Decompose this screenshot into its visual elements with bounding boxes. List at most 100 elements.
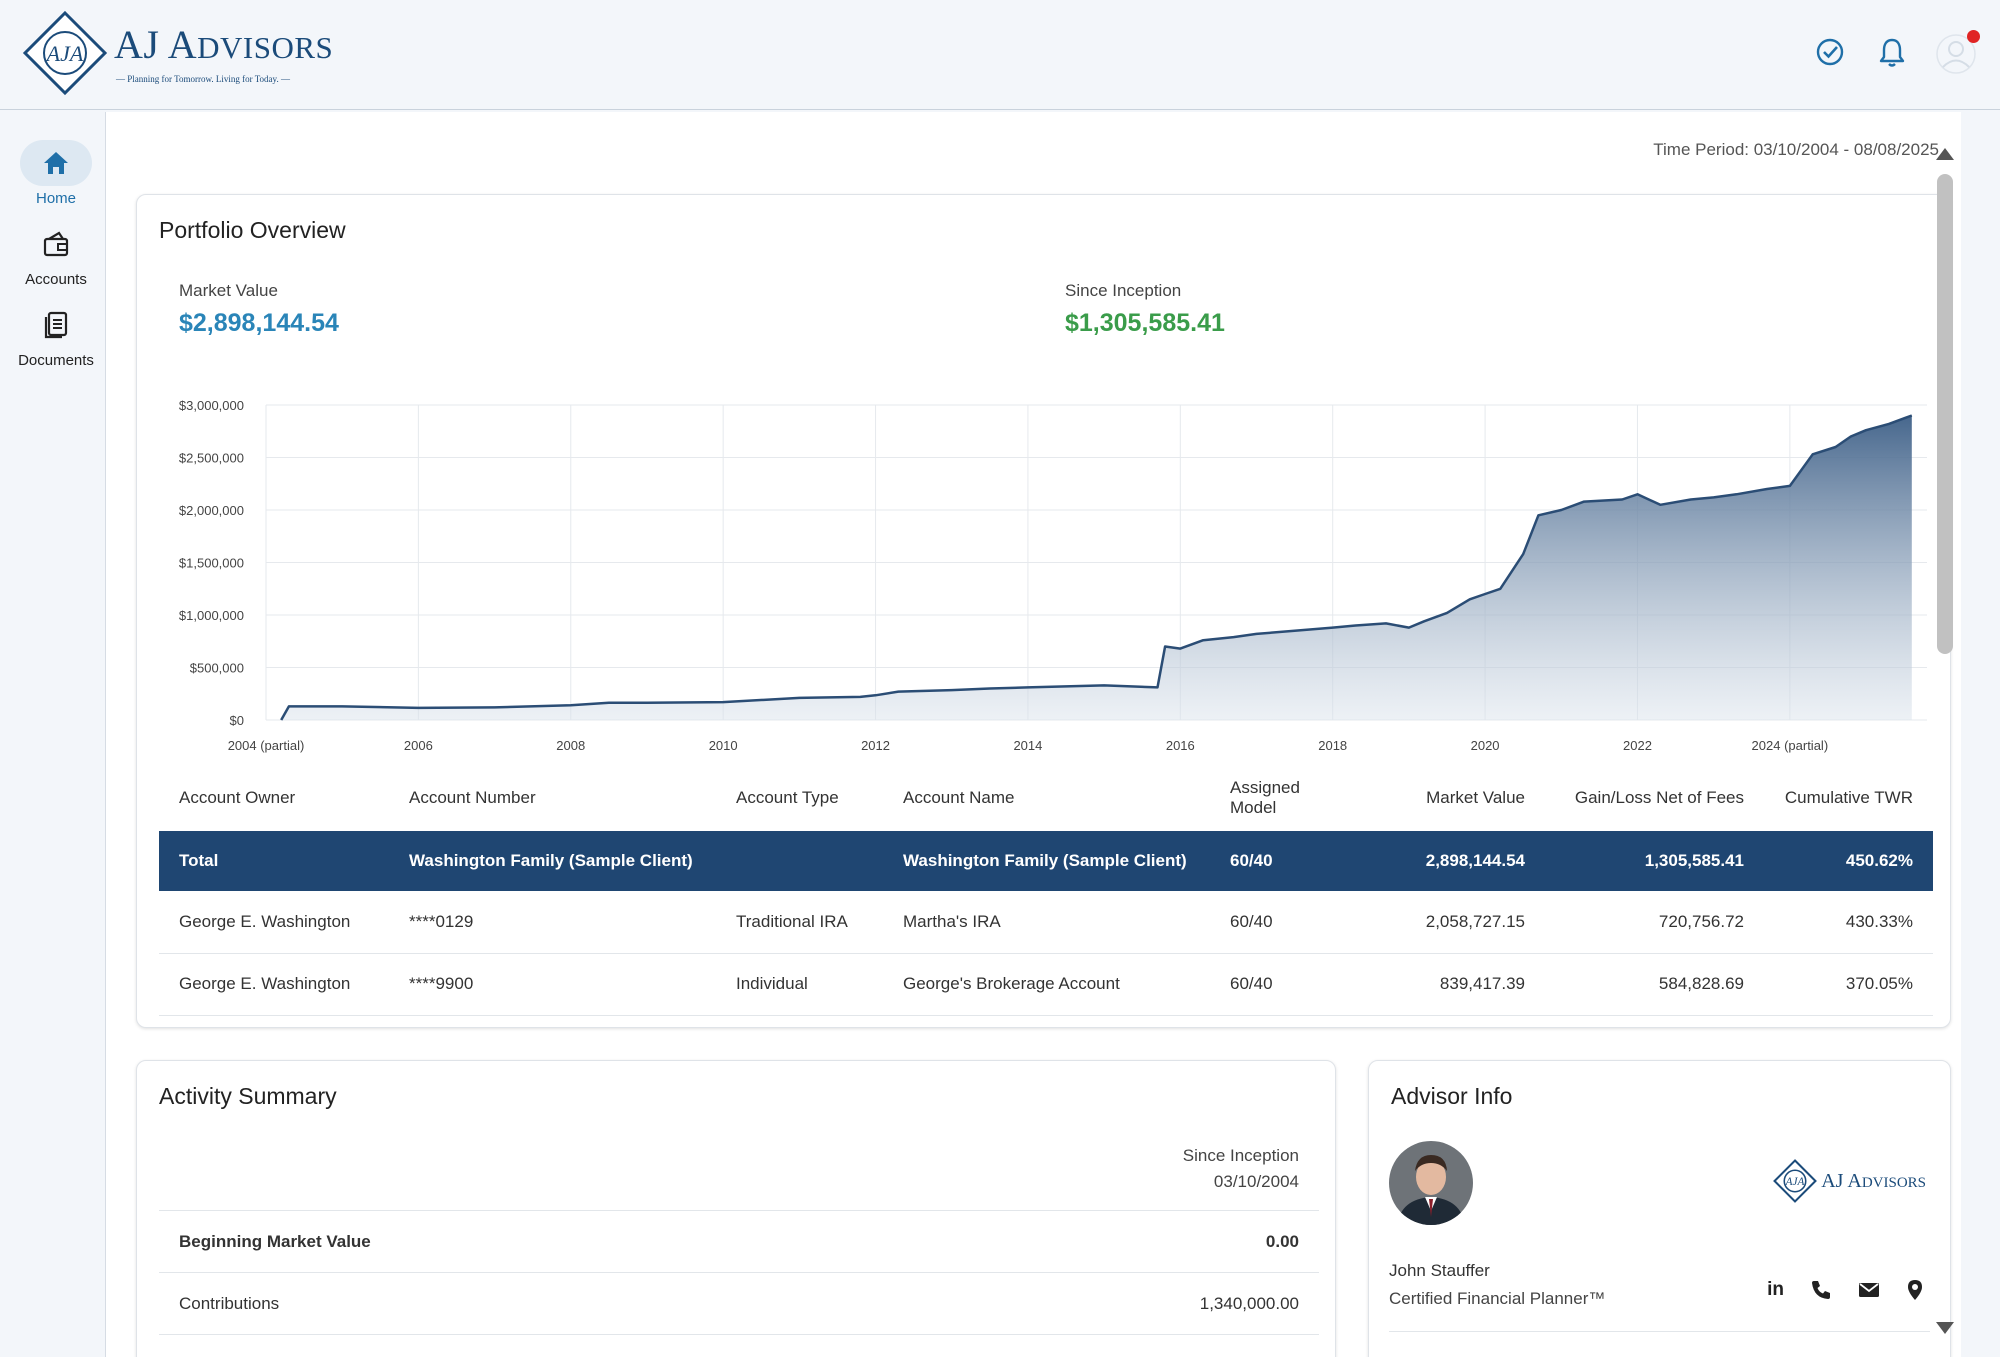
column-header[interactable]: Account Type [736,788,839,807]
x-tick-label: 2004 (partial) [228,738,305,753]
row-label: Beginning Market Value [179,1231,371,1251]
scroll-up-arrow-icon[interactable] [1936,148,1954,160]
brand-logo[interactable]: AJA AJ ADVISORS — Planning for Tomorrow.… [22,10,333,96]
cell-model: 60/40 [1210,831,1360,891]
column-header[interactable]: Market Value [1426,788,1525,807]
table-header-row: Account Owner Account Number Account Typ… [159,765,1933,831]
documents-icon [20,302,92,348]
accounts-table: Account Owner Account Number Account Typ… [159,765,1933,1016]
x-tick-label: 2014 [1013,738,1042,753]
brand-diamond-icon: AJA [1773,1159,1818,1203]
kpi-label: Market Value [179,281,278,300]
cell-owner: George E. Washington [159,953,389,1016]
bell-icon[interactable] [1874,34,1910,70]
brand-diamond-icon: AJA [22,10,108,96]
cell-twr: 450.62% [1764,831,1933,891]
sidebar-item-accounts[interactable]: Accounts [6,221,106,288]
column-header[interactable]: Account Owner [179,788,296,807]
time-period: Time Period: 03/10/2004 - 08/08/2025 [1653,140,1939,159]
cell-name: George's Brokerage Account [883,953,1210,1016]
cell-owner: George E. Washington [159,891,389,954]
since-inception-kpi: Since Inception $1,305,585.41 [1065,281,1225,338]
cell-number: ****0129 [389,891,716,954]
location-icon[interactable] [1906,1279,1924,1301]
series-line [280,414,1913,721]
advisor-info-card: Advisor Info AJA AJ ADVISORS John Stauff… [1368,1060,1951,1357]
scrollbar-thumb[interactable] [1937,174,1953,654]
table-row[interactable]: George E. Washington ****0129 Traditiona… [159,891,1933,954]
card-title: Activity Summary [159,1083,337,1109]
y-tick-label: $2,500,000 [179,451,244,466]
linkedin-icon[interactable]: in [1767,1279,1784,1300]
period-date: 03/10/2004 [1213,1172,1299,1191]
table-row[interactable]: George E. Washington ****9900 Individual… [159,953,1933,1016]
column-header[interactable]: Cumulative TWR [1784,788,1913,807]
advisor-photo [1389,1141,1473,1225]
y-tick-label: $1,500,000 [179,556,244,571]
app-header: AJA AJ ADVISORS — Planning for Tomorrow.… [0,0,2000,110]
cell-model: 60/40 [1210,891,1360,954]
total-row[interactable]: Total Washington Family (Sample Client) … [159,831,1933,891]
activity-period-header: Since Inception 03/10/2004 [159,1137,1319,1211]
advisor-contact-icons: in [1767,1279,1924,1301]
y-tick-label: $0 [230,713,244,728]
column-header[interactable]: Account Name [903,788,1015,807]
table-row: Beginning Market Value 0.00 [159,1211,1319,1273]
sidebar-item-documents[interactable]: Documents [6,302,106,369]
x-tick-label: 2016 [1166,738,1195,753]
divider [1389,1331,1930,1332]
advisor-role: Certified Financial Planner™ [1389,1289,1606,1308]
user-avatar[interactable] [1936,30,1980,74]
cell-owner: Total [159,831,389,891]
cell-model: 60/40 [1210,953,1360,1016]
x-tick-label: 2020 [1471,738,1500,753]
cell-market-value: 2,058,727.15 [1360,891,1545,954]
x-tick-label: 2010 [709,738,738,753]
wallet-icon [20,221,92,267]
y-tick-label: $3,000,000 [179,398,244,413]
y-tick-label: $500,000 [190,661,244,676]
portfolio-overview-card: Portfolio Overview Market Value $2,898,1… [136,194,1951,1028]
cell-type [716,831,883,891]
advisor-logo-title: AJ ADVISORS [1821,1169,1926,1192]
email-icon[interactable] [1858,1281,1880,1299]
sidebar-item-label: Home [35,190,76,207]
y-tick-label: $1,000,000 [179,608,244,623]
cell-name: Washington Family (Sample Client) [883,831,1210,891]
activity-summary-card: Activity Summary Since Inception 03/10/2… [136,1060,1336,1357]
activity-table: Since Inception 03/10/2004 Beginning Mar… [159,1137,1319,1335]
sidebar-nav: Home Accounts Documents [6,112,106,1357]
cell-gain-loss: 584,828.69 [1545,953,1764,1016]
svg-text:AJA: AJA [1785,1176,1805,1188]
column-header[interactable]: Account Number [409,788,536,807]
row-value: 1,340,000.00 [1199,1293,1299,1313]
cell-twr: 430.33% [1764,891,1933,954]
kpi-value: $1,305,585.41 [1065,309,1225,337]
cell-name: Martha's IRA [883,891,1210,954]
y-tick-label: $2,000,000 [179,503,244,518]
brand-tagline: — Planning for Tomorrow. Living for Toda… [116,73,290,84]
advisor-name: John Stauffer [1389,1261,1490,1280]
row-label: Contributions [179,1293,280,1313]
cell-gain-loss: 720,756.72 [1545,891,1764,954]
x-tick-label: 2024 (partial) [1752,738,1829,753]
phone-icon[interactable] [1810,1279,1832,1301]
kpi-label: Since Inception [1065,281,1182,300]
table-row: Contributions 1,340,000.00 [159,1273,1319,1335]
notification-dot [1967,30,1980,43]
card-title: Portfolio Overview [159,217,346,243]
column-header[interactable]: Gain/Loss Net of Fees [1574,788,1744,807]
cell-market-value: 2,898,144.54 [1360,831,1545,891]
tasks-check-icon[interactable] [1812,34,1848,70]
market-value-chart[interactable]: $3,000,000 $2,500,000 $2,000,000 $1,500,000… [137,375,1952,755]
card-title: Advisor Info [1391,1083,1513,1109]
main-content: Time Period: 03/10/2004 - 08/08/2025 Por… [106,112,1961,1357]
cell-type: Individual [716,953,883,1016]
advisor-details: John Stauffer Certified Financial Planne… [1389,1261,1605,1309]
scroll-down-arrow-icon[interactable] [1936,1322,1954,1334]
sidebar-item-home[interactable]: Home [6,140,106,207]
advisor-firm-logo: AJA AJ ADVISORS [1773,1159,1926,1203]
column-header[interactable]: Assigned Model [1230,778,1300,817]
cell-gain-loss: 1,305,585.41 [1545,831,1764,891]
page-scrollbar[interactable] [1927,112,1961,1357]
